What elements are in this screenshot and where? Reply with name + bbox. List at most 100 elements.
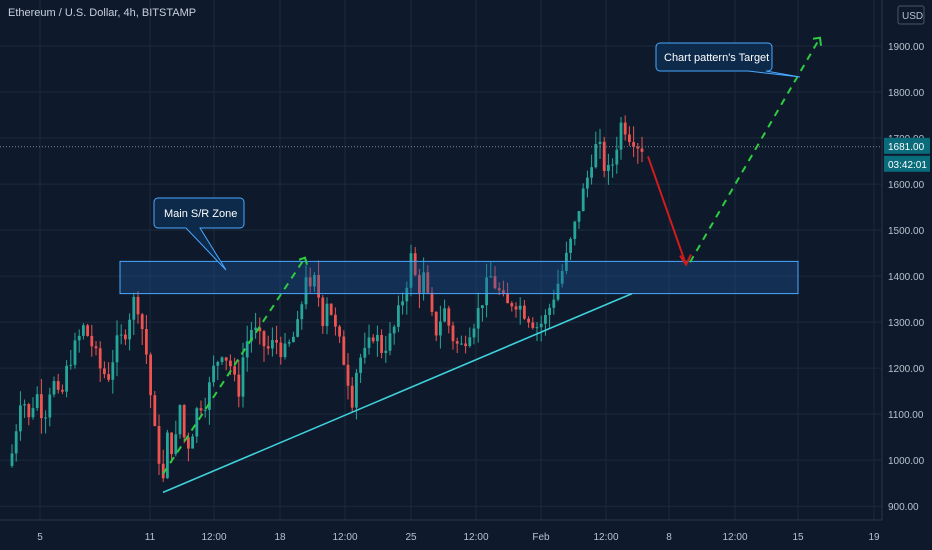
candle-body [329,303,333,315]
candle-body [628,134,631,143]
candle-body [476,308,480,329]
candle-body [535,327,539,329]
candle-body [619,122,623,150]
candle-body [157,426,161,464]
candle-body [514,306,518,310]
candle-body [115,335,119,363]
currency-badge[interactable]: USD [897,5,925,25]
candle-body [279,342,283,358]
candle-body [363,347,367,358]
candle-body [594,144,598,168]
target-label: Chart pattern's Target [664,52,769,64]
time-axis[interactable]: 5 11 12:00 18 12:00 25 12:00 Feb 12:00 8 12:00 15 19 [0,519,882,543]
candle-body [82,325,85,336]
candle-body [56,381,60,390]
target-callout: Chart pattern's Target [655,42,801,78]
candle-body [98,348,102,369]
candle-body [317,274,320,298]
candle-body [481,305,484,309]
measured-move-arrowhead [298,256,308,265]
candle-body [464,343,467,347]
candle-body [401,301,404,306]
candle-body [544,315,547,324]
candle-body [44,417,47,419]
candle-body [321,297,325,327]
candle-body [65,365,68,392]
y-tick-label: 1400.00 [888,272,925,283]
target-callout-bubble [655,42,801,78]
chart-title: Ethereum / U.S. Dollar, 4h, BITSTAMP [8,7,196,19]
candle-body [23,404,26,406]
candle-body [254,327,257,331]
candle-body [308,277,312,287]
candle-body [304,277,308,305]
y-tick-label: 1000.00 [888,456,925,467]
candle-body [199,408,203,411]
candle-body [224,357,228,361]
candle-body [195,408,199,437]
x-tick-label: 19 [868,532,880,543]
candle-body [346,364,350,386]
zone-callout: Main S/R Zone [153,197,245,271]
candle-body [203,409,207,411]
candle-body [132,296,136,320]
x-tick-label: 5 [37,532,43,543]
y-tick-label: 1300.00 [888,318,925,329]
candle-body [548,307,551,316]
target-arrowhead [812,36,822,46]
candle-body [296,319,299,337]
candle-body [560,270,564,284]
candle-body [430,292,434,312]
candle-body [220,357,224,362]
candle-body [518,305,522,310]
candle-body [73,340,77,365]
candle-body [632,142,635,147]
candle-body [350,385,354,408]
candle-body [10,453,14,466]
candle-body [342,336,346,365]
ascending-trendline [162,292,633,494]
candle-body [90,335,94,347]
candle-body [128,319,131,340]
candle-body [212,365,215,383]
candle-body [61,389,64,392]
y-tick-label: 1900.00 [888,42,925,53]
candle-body [140,314,144,330]
candle-body [208,382,211,410]
x-tick-label: 12:00 [463,532,488,543]
candle-body [527,318,530,323]
candle-body [451,325,455,342]
candle-body [86,325,89,336]
candle-body [107,374,110,380]
candle-body [397,305,400,327]
candle-body [586,177,589,189]
candle-body [35,394,39,409]
pullback-arrow [647,156,687,265]
candle-body [237,374,241,397]
target-projection-line [689,37,821,263]
candle-body [182,405,186,438]
candle-body [191,436,194,449]
candle-body [468,337,472,347]
candle-body [69,364,73,366]
candle-body [245,341,249,358]
candle-body [355,372,358,408]
candle-body [300,304,304,320]
candle-body [149,354,152,396]
candle-body [602,141,606,171]
candle-body [258,327,262,332]
candle-body [275,340,278,343]
candles [10,115,644,482]
x-tick-label: 11 [145,532,156,543]
x-tick-label: 8 [666,532,672,543]
candle-body [384,350,388,353]
last-price-value: 1681.00 [888,142,925,153]
zone-label: Main S/R Zone [164,208,237,220]
x-tick-label: 18 [274,532,286,543]
candle-body [380,335,383,353]
candle-body [640,148,644,152]
candle-body [413,253,417,275]
candle-body [40,394,43,419]
candle-body [334,314,337,327]
